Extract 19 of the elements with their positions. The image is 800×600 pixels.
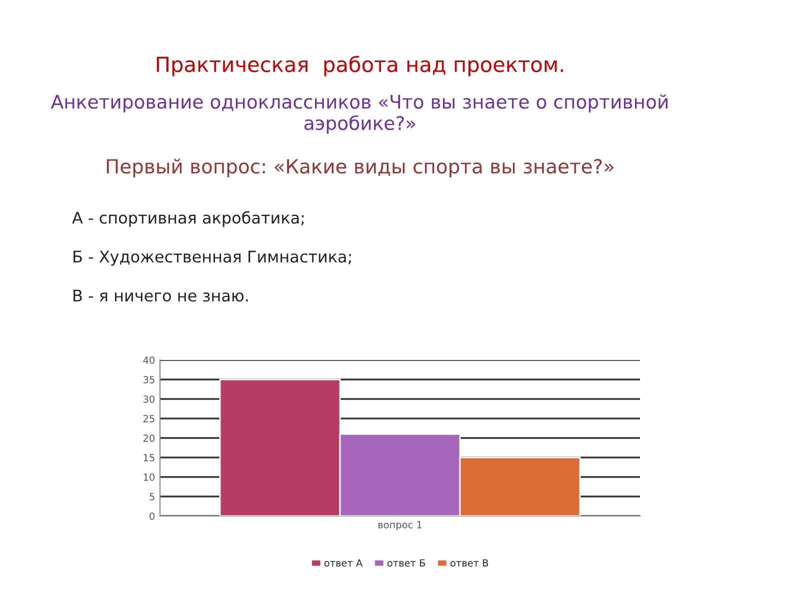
chart-title: Практическая работа над проектом. [156,56,563,76]
y-tick-label: 35 [144,376,154,384]
text: Первый вопрос: «Какие виды спорта вы знаете?» [106,158,614,178]
y-tick-label: 10 [144,473,154,481]
y-tick-label: 0 [150,512,154,520]
text: А - спортивная акробатика; [72,211,304,227]
y-tick-label: 30 [144,395,154,403]
y-tick-label: 25 [143,414,154,422]
chart-subtitle: Анкетирование одноклассников «Что вы знаете о спортивной аэробике?» [50,94,668,134]
legend-label: ответ Б [387,559,425,567]
y-tick-label: 5 [150,493,154,500]
legend-label: ответ В [450,559,488,567]
y-tick-label: 20 [143,434,154,442]
y-tick-label: 40 [143,356,154,364]
y-tick-label: 15 [144,454,154,462]
text: Б - Художественная Гимнастика; [74,250,351,266]
legend-label: ответ А [324,559,363,567]
x-tick-label: вопрос 1 [378,521,422,530]
text: В - я ничего не знаю. [74,290,248,302]
